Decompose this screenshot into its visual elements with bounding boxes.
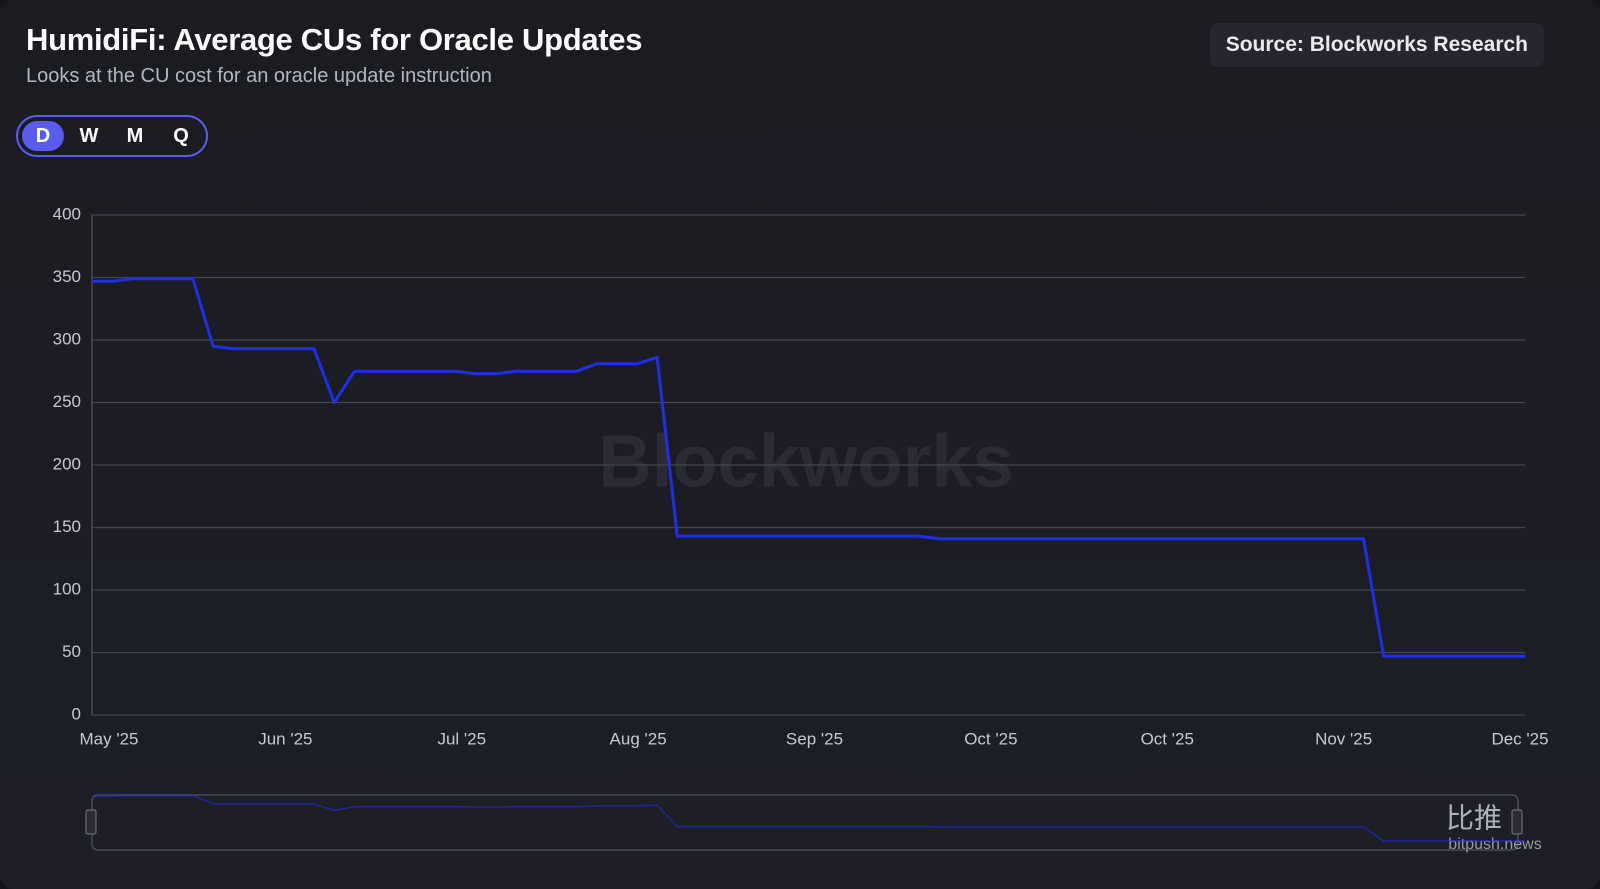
x-tick-label: Dec '25 <box>1491 729 1548 748</box>
data-line <box>92 277 1525 658</box>
y-tick-label: 250 <box>53 392 81 411</box>
x-tick-label: Nov '25 <box>1315 729 1372 748</box>
y-tick-label: 100 <box>53 579 81 598</box>
x-tick-label: Oct '25 <box>964 729 1017 748</box>
period-button[interactable]: W <box>79 124 99 147</box>
period-button[interactable]: D <box>22 121 64 151</box>
chart-title: HumidiFi: Average CUs for Oracle Updates <box>26 22 643 57</box>
x-tick-label: May '25 <box>80 729 139 748</box>
navigator-line <box>92 794 1525 842</box>
y-tick-label: 0 <box>72 704 81 723</box>
watermark-site: bitpush.news <box>1448 836 1541 853</box>
navigator-handle-left[interactable] <box>85 809 97 835</box>
watermark: Blockworks <box>598 420 1013 503</box>
y-tick-label: 200 <box>53 454 81 473</box>
y-tick-label: 300 <box>53 329 81 348</box>
source-badge: Source: Blockworks Research <box>1209 23 1544 67</box>
x-tick-label: Jul '25 <box>437 729 486 748</box>
watermark-cn: 比推 <box>1446 802 1502 833</box>
x-tick-label: Sep '25 <box>786 729 843 748</box>
x-tick-label: Oct '25 <box>1141 729 1194 748</box>
y-tick-label: 350 <box>53 267 81 286</box>
chart-subtitle: Looks at the CU cost for an oracle updat… <box>26 65 492 87</box>
y-tick-label: 150 <box>53 517 81 536</box>
y-tick-label: 50 <box>62 642 81 661</box>
period-button[interactable]: M <box>126 124 144 147</box>
y-tick-label: 400 <box>53 204 81 223</box>
x-tick-label: Aug '25 <box>610 729 667 748</box>
period-button[interactable]: Q <box>173 124 189 147</box>
x-tick-label: Jun '25 <box>258 729 312 748</box>
navigator-handle-right[interactable] <box>1511 809 1523 835</box>
